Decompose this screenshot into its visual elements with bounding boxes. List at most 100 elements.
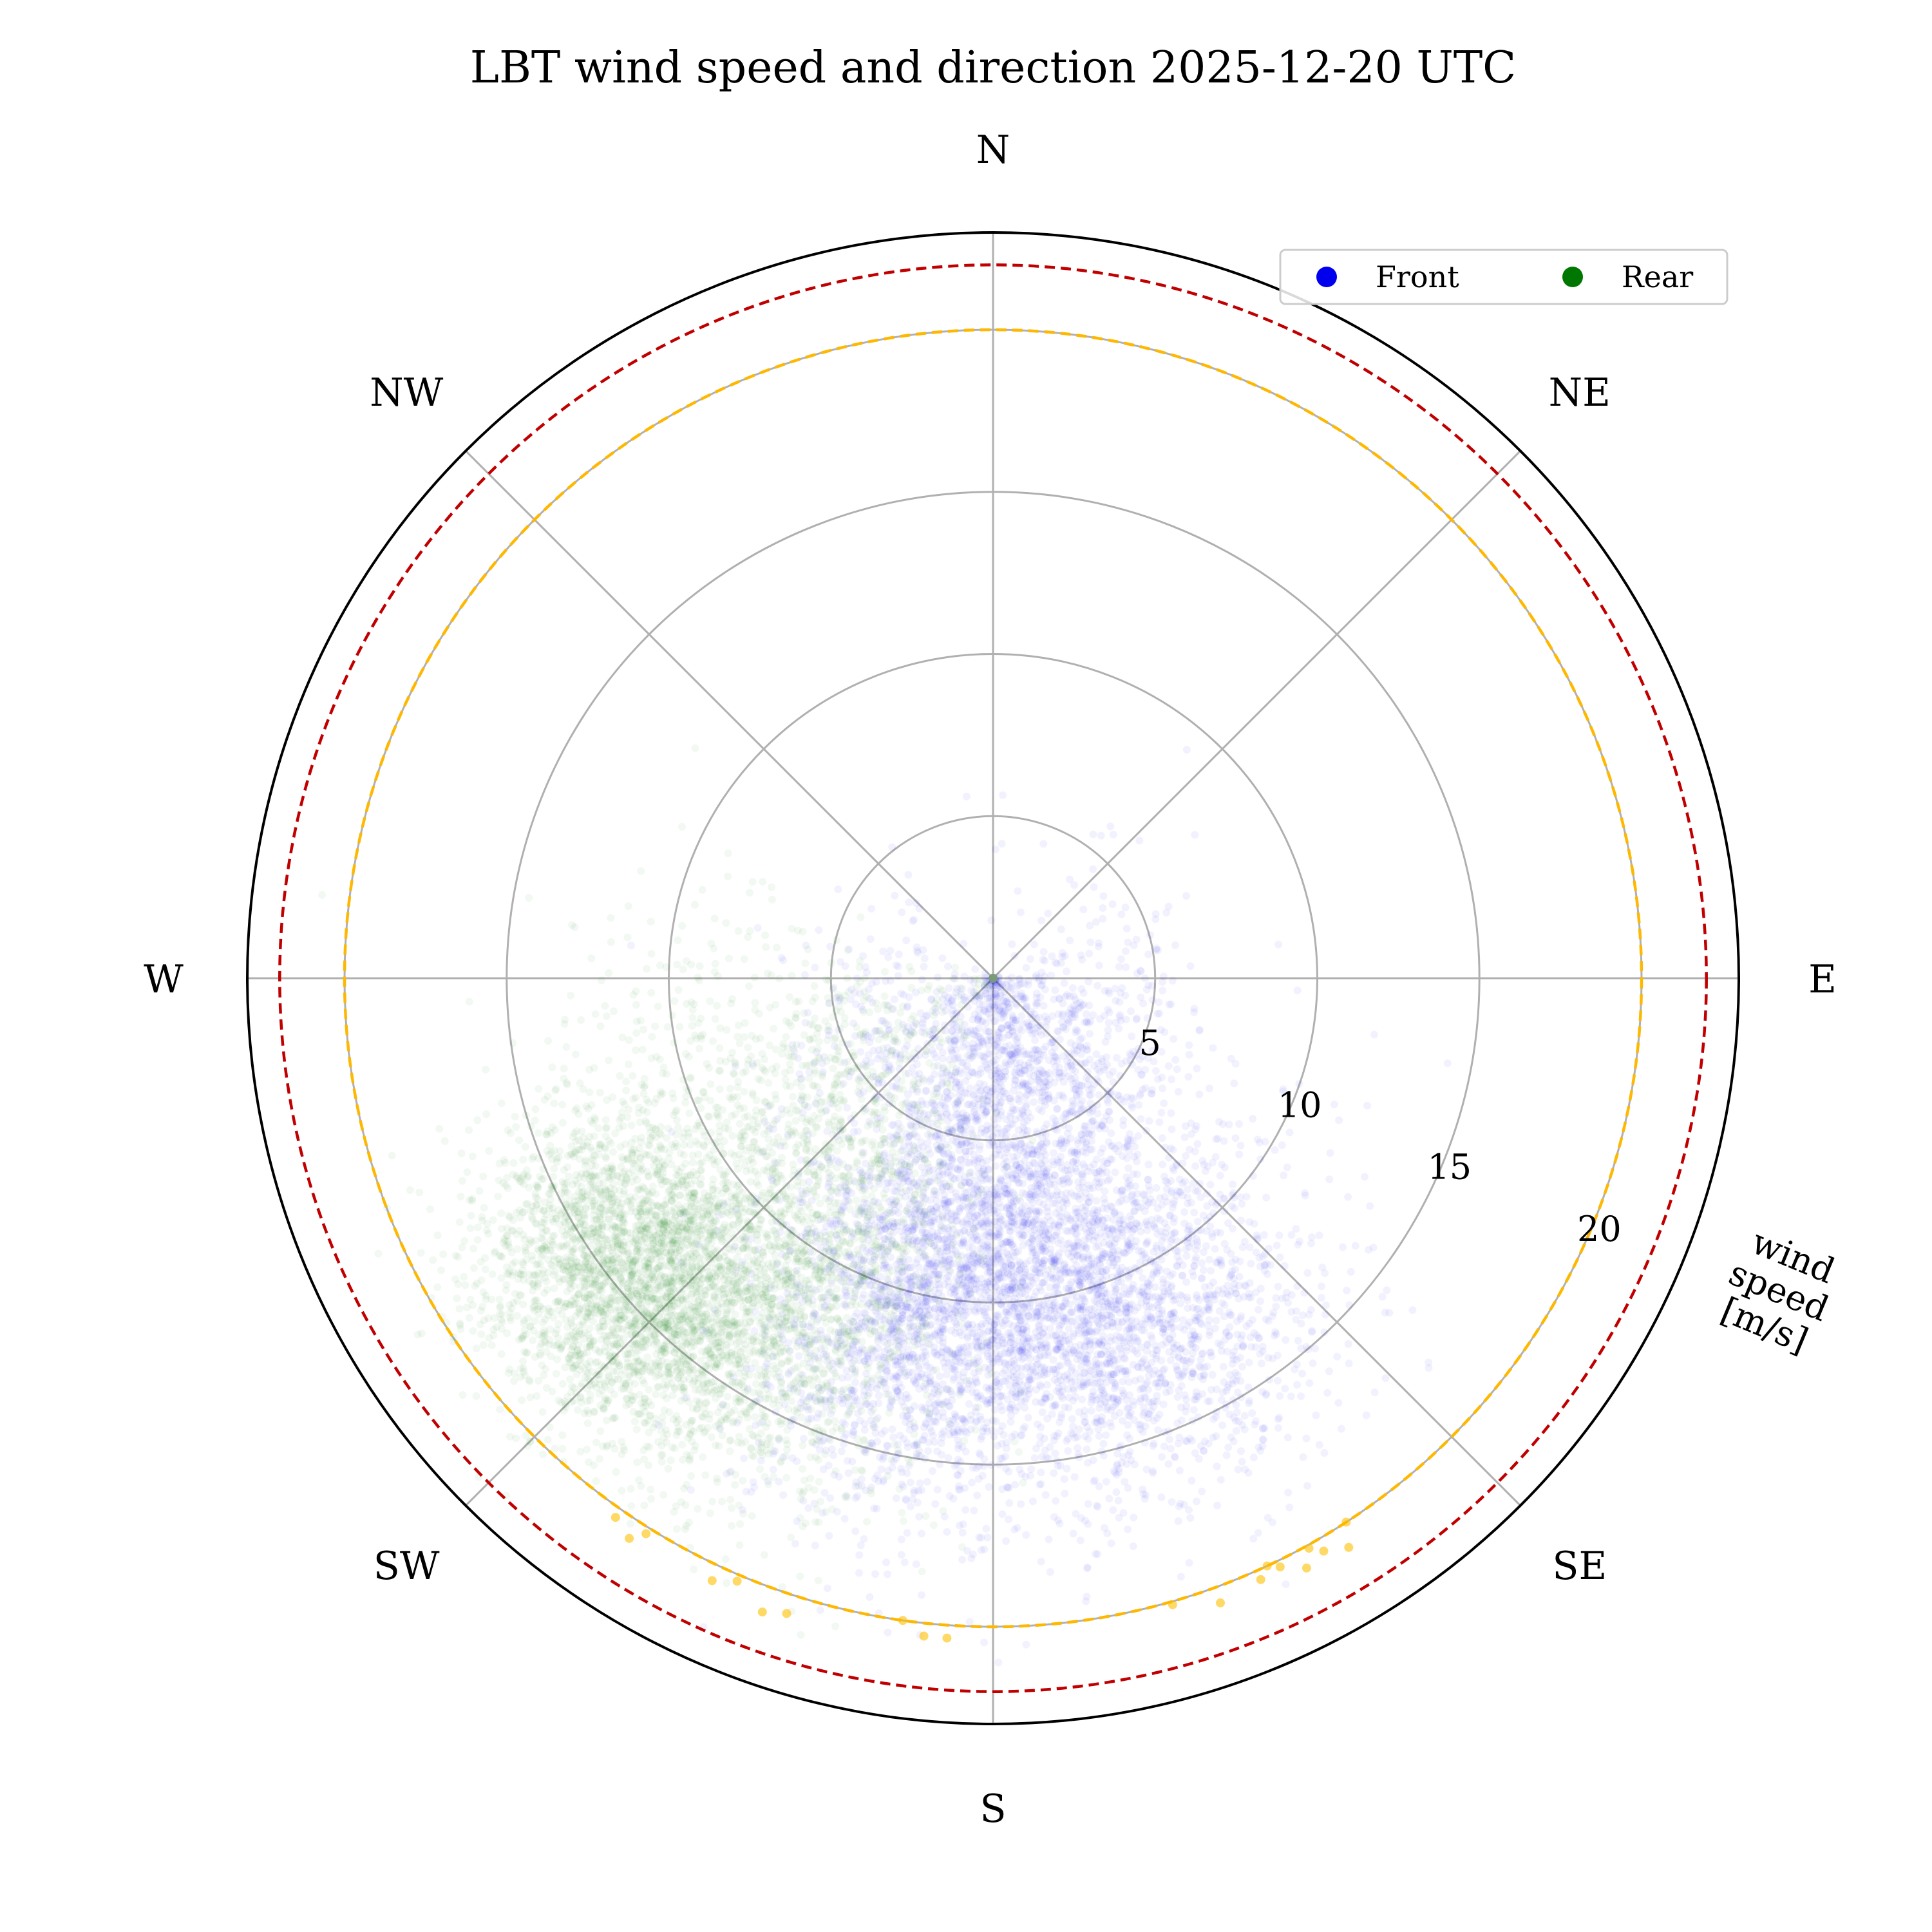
data-point: [1124, 1525, 1132, 1533]
data-point: [1011, 1142, 1019, 1150]
data-point: [1050, 1160, 1058, 1169]
data-point: [1121, 1367, 1130, 1376]
data-point: [1172, 1247, 1180, 1255]
data-point: [1223, 1245, 1231, 1254]
data-point: [1103, 1298, 1112, 1307]
data-point: [1081, 1122, 1088, 1130]
data-point: [1200, 1446, 1208, 1455]
data-point: [1082, 1597, 1090, 1605]
data-point: [922, 1195, 930, 1203]
data-point: [1032, 1397, 1039, 1406]
data-point: [954, 1113, 963, 1122]
data-point: [1034, 1311, 1042, 1319]
data-point: [951, 1350, 959, 1359]
data-point: [1323, 1388, 1332, 1397]
spoke-sw: [465, 977, 994, 1506]
data-point: [969, 1189, 978, 1198]
data-point: [1005, 1499, 1014, 1507]
data-point: [921, 1208, 929, 1215]
data-point: [840, 1515, 849, 1523]
data-point: [983, 1399, 992, 1407]
data-point: [994, 1398, 1003, 1406]
data-point: [1175, 1466, 1184, 1475]
data-point: [964, 1348, 972, 1356]
data-point: [1177, 1323, 1185, 1332]
data-point: [987, 1461, 995, 1469]
data-point: [912, 1259, 920, 1267]
data-point: [921, 1348, 929, 1356]
data-point: [1014, 1304, 1022, 1312]
data-point: [954, 1165, 961, 1173]
data-point: [1238, 1200, 1246, 1208]
data-point: [1144, 1280, 1152, 1288]
data-point: [1083, 1445, 1091, 1454]
data-point: [952, 1412, 960, 1420]
data-point: [820, 1293, 828, 1302]
data-point: [1032, 1444, 1040, 1453]
data-point: [998, 1336, 1007, 1344]
data-point: [1168, 1235, 1176, 1244]
data-point: [1053, 1289, 1061, 1298]
data-point: [1059, 1144, 1067, 1153]
data-point: [884, 1570, 891, 1578]
data-point: [1208, 1233, 1217, 1241]
data-point: [853, 1309, 861, 1317]
data-point: [1014, 1126, 1023, 1134]
data-point: [1110, 1361, 1119, 1370]
data-point: [1155, 1118, 1164, 1126]
data-point: [1056, 1418, 1064, 1426]
data-point: [946, 1233, 954, 1242]
data-point: [1183, 1238, 1191, 1247]
data-point: [1005, 1308, 1014, 1316]
data-point: [986, 1228, 994, 1236]
data-point: [975, 1533, 983, 1542]
data-point: [894, 1358, 902, 1366]
data-point: [1255, 1443, 1263, 1452]
data-point: [1149, 1442, 1157, 1450]
data-point: [878, 1251, 886, 1260]
data-point: [933, 1326, 942, 1334]
data-point: [997, 1239, 1005, 1247]
data-point: [1021, 1291, 1030, 1299]
data-point: [858, 1277, 866, 1285]
data-point: [1175, 1175, 1184, 1184]
data-point: [1046, 1306, 1055, 1314]
data-point: [1019, 1302, 1028, 1310]
data-point: [954, 1353, 962, 1361]
data-point: [1153, 1392, 1161, 1400]
data-point: [883, 1247, 891, 1256]
data-point: [1019, 1336, 1028, 1345]
data-point: [951, 1329, 960, 1338]
data-point: [993, 1376, 1001, 1384]
data-point: [960, 1373, 968, 1381]
data-point: [880, 1354, 888, 1362]
data-point: [1155, 1304, 1163, 1312]
data-point: [1198, 1488, 1206, 1495]
data-point: [1238, 1243, 1247, 1251]
data-point: [1173, 1065, 1181, 1074]
data-point: [1185, 1558, 1193, 1567]
data-point: [1325, 1367, 1333, 1376]
data-point: [1362, 1411, 1370, 1419]
data-point: [1158, 1309, 1166, 1318]
data-point: [992, 1247, 1000, 1255]
data-point: [1339, 1243, 1347, 1251]
data-point: [998, 1454, 1007, 1463]
data-point: [982, 1424, 990, 1432]
data-point: [1102, 1265, 1110, 1274]
data-point: [968, 1237, 976, 1245]
data-point: [1095, 1312, 1104, 1321]
data-point: [1014, 1226, 1022, 1235]
data-point: [985, 1365, 993, 1374]
data-point: [1337, 1425, 1345, 1433]
data-point: [1039, 1300, 1047, 1308]
data-point: [972, 1211, 981, 1220]
data-point: [1229, 1180, 1237, 1189]
data-point: [824, 1584, 831, 1593]
data-point: [1021, 1348, 1029, 1356]
data-point: [1085, 1340, 1094, 1349]
data-point: [1083, 1265, 1091, 1273]
data-point: [990, 1188, 998, 1197]
data-point: [1136, 1397, 1144, 1406]
data-point: [1027, 1299, 1034, 1307]
